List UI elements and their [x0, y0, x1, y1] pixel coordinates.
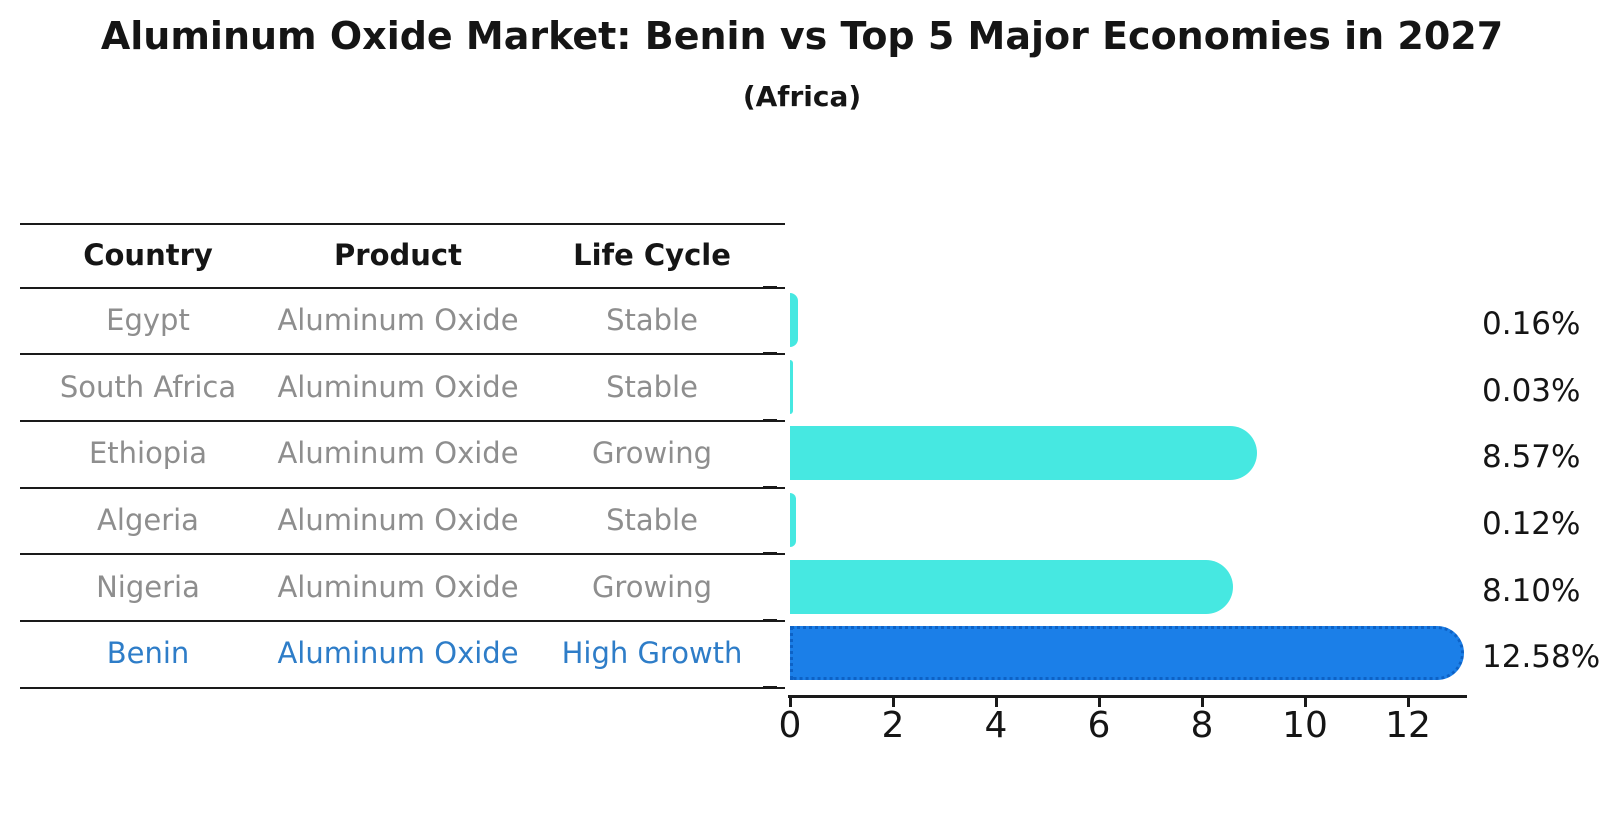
- bar-value-label: 0.03%: [1482, 372, 1581, 409]
- x-axis-tick-label: 8: [1190, 705, 1214, 746]
- x-axis-tick-label: 6: [1087, 705, 1111, 746]
- bar-value-label: 0.12%: [1482, 505, 1581, 542]
- cell-product: Aluminum Oxide: [277, 636, 519, 671]
- cell-country: Egypt: [106, 303, 190, 338]
- row-separator: [20, 553, 785, 556]
- bar-value-label: 8.10%: [1482, 572, 1581, 609]
- row-separator: [20, 619, 785, 622]
- bar-nigeria: [790, 559, 1234, 614]
- bar-algeria: [790, 492, 797, 547]
- bar-value-label: 12.58%: [1482, 639, 1601, 676]
- bar-benin: [790, 626, 1464, 681]
- cell-country: Benin: [106, 636, 190, 671]
- cell-product: Aluminum Oxide: [277, 369, 519, 404]
- x-axis-tick-label: 0: [778, 705, 802, 746]
- x-axis-tick: [788, 697, 792, 707]
- y-axis-tick: [763, 618, 777, 621]
- y-axis-tick: [763, 685, 777, 688]
- bar-egypt: [790, 293, 799, 348]
- cell-life-cycle: Stable: [606, 502, 698, 537]
- cell-country: South Africa: [59, 369, 237, 404]
- cell-life-cycle: High Growth: [561, 636, 743, 671]
- y-axis-tick: [763, 419, 777, 421]
- cell-product: Aluminum Oxide: [277, 303, 519, 338]
- cell-country: Algeria: [97, 502, 199, 537]
- cell-life-cycle: Growing: [591, 569, 713, 604]
- x-axis-tick: [1097, 697, 1101, 707]
- column-header-life-cycle: Life Cycle: [573, 238, 731, 272]
- chart-subtitle: (Africa): [742, 80, 862, 113]
- row-separator: [20, 686, 785, 689]
- cell-product: Aluminum Oxide: [277, 436, 519, 471]
- x-axis-tick: [1406, 697, 1410, 707]
- row-separator: [20, 353, 785, 356]
- cell-country: Ethiopia: [88, 436, 208, 471]
- x-axis-tick: [1303, 697, 1307, 707]
- cell-life-cycle: Stable: [606, 303, 698, 338]
- x-axis-tick: [891, 697, 895, 707]
- x-axis-line: [788, 695, 1467, 698]
- x-axis-tick-label: 4: [984, 705, 1008, 746]
- bar-value-label: 0.16%: [1482, 306, 1581, 343]
- x-axis-tick-label: 2: [881, 705, 905, 746]
- y-axis-tick: [763, 285, 777, 288]
- y-axis-tick: [763, 352, 777, 355]
- cell-country: Nigeria: [96, 569, 200, 604]
- x-axis-tick: [994, 697, 998, 707]
- cell-life-cycle: Growing: [591, 436, 713, 471]
- bar-ethiopia: [790, 426, 1258, 481]
- column-header-product: Product: [334, 238, 462, 272]
- cell-life-cycle: Stable: [606, 369, 698, 404]
- row-separator: [20, 486, 785, 489]
- bar-value-label: 8.57%: [1482, 439, 1581, 476]
- row-separator: [20, 420, 785, 422]
- x-axis-tick: [1200, 697, 1204, 707]
- table-top-border: [20, 223, 785, 225]
- cell-product: Aluminum Oxide: [277, 502, 519, 537]
- cell-product: Aluminum Oxide: [277, 569, 519, 604]
- column-header-country: Country: [83, 238, 213, 272]
- y-axis-tick: [763, 485, 777, 488]
- x-axis-tick-label: 12: [1385, 705, 1431, 746]
- bar-south-africa: [790, 359, 793, 414]
- chart-title: Aluminum Oxide Market: Benin vs Top 5 Ma…: [100, 14, 1504, 58]
- x-axis-tick-label: 10: [1282, 705, 1328, 746]
- header-separator: [20, 286, 785, 289]
- y-axis-tick: [763, 552, 777, 555]
